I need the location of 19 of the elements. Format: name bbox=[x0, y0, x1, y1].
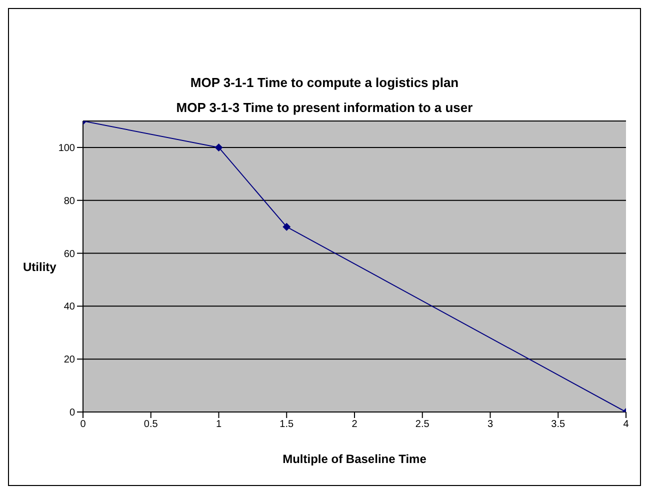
x-tick-label: 0 bbox=[80, 419, 86, 430]
y-axis-title: Utility bbox=[23, 260, 57, 274]
y-tick-label: 0 bbox=[69, 408, 76, 419]
x-tick-label: 3 bbox=[487, 419, 494, 430]
x-tick-label: 2 bbox=[352, 419, 358, 430]
chart-title: MOP 3-1-1 Time to compute a logistics plan bbox=[189, 75, 460, 90]
y-tick-label: 80 bbox=[64, 196, 76, 207]
x-tick-label: 1 bbox=[216, 419, 222, 430]
y-tick-label: 20 bbox=[64, 354, 76, 366]
x-tick-label: 4 bbox=[623, 419, 630, 430]
x-tick-label: 2.5 bbox=[415, 419, 430, 430]
x-tick-label: 3.5 bbox=[551, 419, 566, 430]
y-tick-label: 100 bbox=[58, 143, 76, 154]
chart-subtitle: MOP 3-1-3 Time to present information to a user bbox=[175, 100, 474, 115]
y-tick-label: 60 bbox=[64, 248, 76, 260]
x-tick-label: 1.5 bbox=[280, 419, 294, 430]
x-axis-title: Multiple of Baseline Time bbox=[282, 452, 427, 466]
y-tick-label: 40 bbox=[64, 302, 76, 313]
x-tick-label: 0.5 bbox=[144, 419, 158, 430]
